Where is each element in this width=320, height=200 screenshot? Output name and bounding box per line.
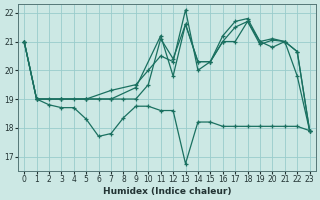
X-axis label: Humidex (Indice chaleur): Humidex (Indice chaleur)	[103, 187, 231, 196]
